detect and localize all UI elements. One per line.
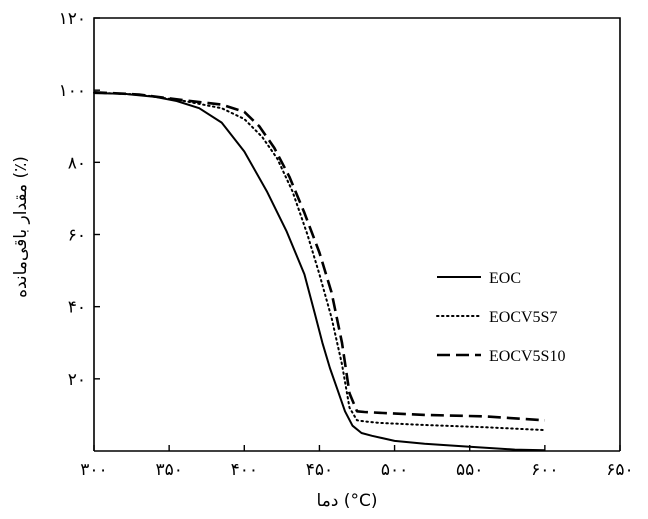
y-tick-label: ۴۰ [68,298,86,318]
legend-label: EOCV5S7 [489,309,557,326]
y-tick-label: ۶۰ [68,226,86,246]
y-tick-label: ۲۰ [68,370,86,390]
series-line-eocv5s10 [93,91,545,422]
series-line-eoc [93,92,545,452]
x-tick-label: ۶۰۰ [531,460,558,480]
x-tick-label: ۵۰۰ [381,460,408,480]
x-tick-label: ۴۰۰ [231,460,258,480]
legend: EOC EOCV5S7 EOCV5S10 [436,270,565,365]
x-axis-title: دما (°C) [317,491,378,511]
y-tick-label: ۸۰ [68,153,86,173]
series-line-eocv5s7 [93,91,546,432]
x-tick-label: ۶۵۰ [606,460,633,480]
y-axis: ۲۰ ۴۰ ۶۰ ۸۰ ۱۰۰ ۱۲۰ [59,9,100,390]
x-tick-label: ۳۵۰ [155,460,182,480]
x-tick-label: ۳۰۰ [80,460,107,480]
x-axis: ۳۰۰ ۳۵۰ ۴۰۰ ۴۵۰ ۵۰۰ ۵۵۰ ۶۰۰ ۶۵۰ [80,445,634,480]
legend-label: EOCV5S10 [489,348,565,365]
series-layer [93,91,546,452]
x-tick-label: ۵۵۰ [456,460,483,480]
plot-border [93,17,621,451]
plot-frame [93,17,621,452]
y-tick-label: ۱۰۰ [59,81,86,101]
y-tick-label: ۱۲۰ [59,9,86,29]
y-axis-title: مقدار باقی‌مانده (٪) [11,156,31,298]
legend-label: EOC [489,270,521,287]
x-tick-label: ۴۵۰ [306,460,333,480]
